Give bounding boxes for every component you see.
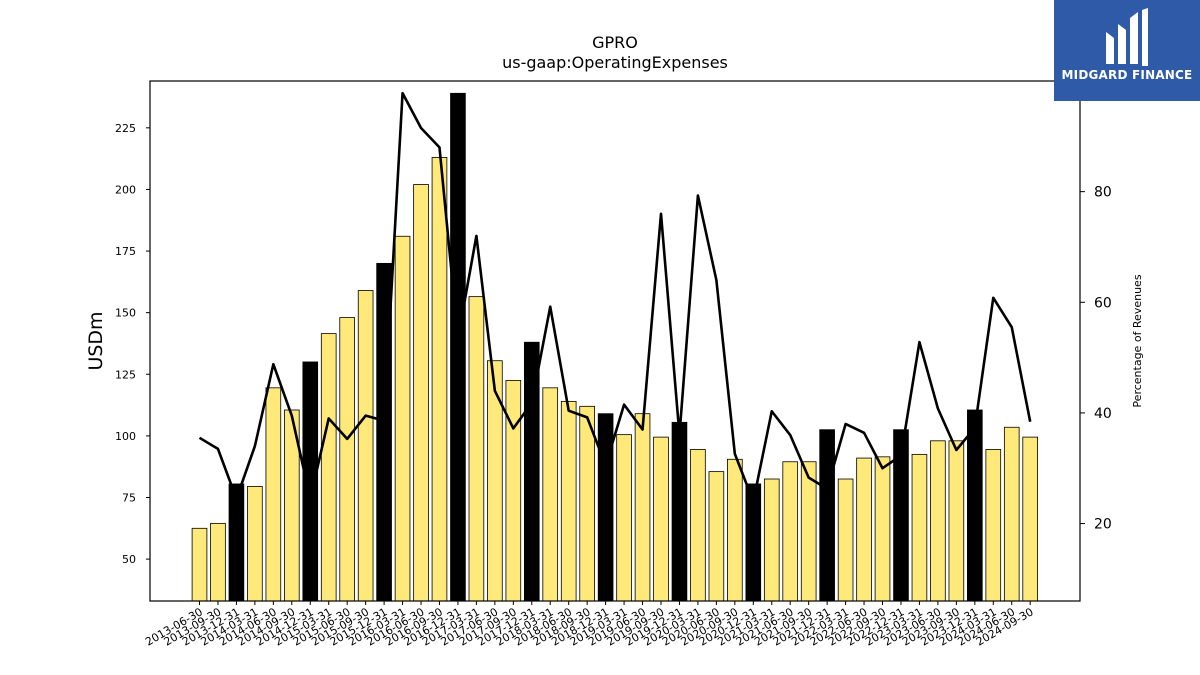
bar-2013-06-30 xyxy=(191,527,208,602)
bar-2019-03-31 xyxy=(616,434,632,602)
bar-2017-03-31 xyxy=(468,296,485,602)
bar-2020-09-30 xyxy=(727,458,743,602)
bar-2018-06-30 xyxy=(560,400,577,602)
chart-title: GPRO xyxy=(592,33,638,52)
line-group xyxy=(198,91,1032,503)
bar-2020-03-31 xyxy=(690,449,706,602)
bar-2013-09-30 xyxy=(210,522,226,602)
y-tick-label-125: 125 xyxy=(115,368,136,381)
y2-tick-label-40: 40 xyxy=(1094,406,1112,422)
bar-2019-09-30 xyxy=(653,436,669,602)
bar-2015-06-30 xyxy=(339,317,355,602)
x-axis: 2013-06-302013-09-302013-12-312014-03-31… xyxy=(143,601,1036,649)
y-tick-label-75: 75 xyxy=(122,491,136,504)
bar-2014-06-30 xyxy=(265,387,282,602)
bar-2019-12-31 xyxy=(671,421,688,602)
y-tick-label-100: 100 xyxy=(115,430,136,443)
bar-2023-09-30 xyxy=(948,440,965,602)
bar-2022-06-30 xyxy=(856,457,872,602)
bar-2017-09-30 xyxy=(505,380,522,602)
bar-2016-06-30 xyxy=(413,184,429,602)
y-tick-label-200: 200 xyxy=(115,183,136,196)
midgard-logo-icon xyxy=(1106,8,1148,66)
y2-axis-label: Percentage of Revenues xyxy=(1131,274,1144,407)
y-axis-left: 50 75 100 125 150 175 200 225 xyxy=(115,122,150,566)
bar-2018-03-31 xyxy=(542,387,559,602)
bar-2024-03-31 xyxy=(985,449,1002,602)
bar-2021-03-31 xyxy=(763,478,780,602)
bar-2021-09-30 xyxy=(800,461,817,602)
bar-2018-12-31 xyxy=(597,413,614,602)
y-axis-right: 20 40 60 80 xyxy=(1080,185,1112,533)
series-line-percentage-of-revenues xyxy=(198,91,1032,503)
y-tick-label-225: 225 xyxy=(115,122,136,135)
bar-2024-09-30 xyxy=(1022,436,1038,602)
bar-2022-09-30 xyxy=(874,456,891,602)
bar-2023-03-31 xyxy=(911,453,928,602)
bar-2013-12-31 xyxy=(228,483,245,602)
bar-2023-06-30 xyxy=(930,440,946,602)
bar-2017-06-30 xyxy=(487,360,503,602)
y-tick-label-50: 50 xyxy=(122,553,136,566)
bar-2023-12-31 xyxy=(967,409,983,602)
chart-subtitle: us-gaap:OperatingExpenses xyxy=(502,53,728,72)
bar-2015-03-31 xyxy=(320,333,337,602)
bar-2016-12-31 xyxy=(450,92,466,602)
bars-group xyxy=(191,92,1038,602)
bar-2024-06-30 xyxy=(1003,426,1020,602)
y-axis-label: USDm xyxy=(85,311,107,370)
y-tick-label-175: 175 xyxy=(115,245,136,258)
y-tick-label-150: 150 xyxy=(115,307,136,320)
bar-2022-03-31 xyxy=(837,478,854,602)
logo-badge: MIDGARD FINANCE xyxy=(1054,0,1200,101)
plot-frame xyxy=(149,80,1081,602)
y2-tick-label-20: 20 xyxy=(1094,517,1112,533)
bar-2021-06-30 xyxy=(782,461,799,602)
y2-tick-label-60: 60 xyxy=(1094,295,1112,311)
bar-2020-06-30 xyxy=(708,471,725,602)
bar-2018-09-30 xyxy=(579,405,595,602)
bar-2016-03-31 xyxy=(394,235,411,602)
logo-text: MIDGARD FINANCE xyxy=(1061,68,1193,82)
y2-tick-label-80: 80 xyxy=(1094,185,1112,201)
bar-2021-12-31 xyxy=(819,429,835,602)
bar-2014-03-31 xyxy=(247,485,263,602)
bar-2016-09-30 xyxy=(431,156,448,602)
bar-2015-09-30 xyxy=(357,290,374,602)
bar-2019-06-30 xyxy=(634,413,651,602)
